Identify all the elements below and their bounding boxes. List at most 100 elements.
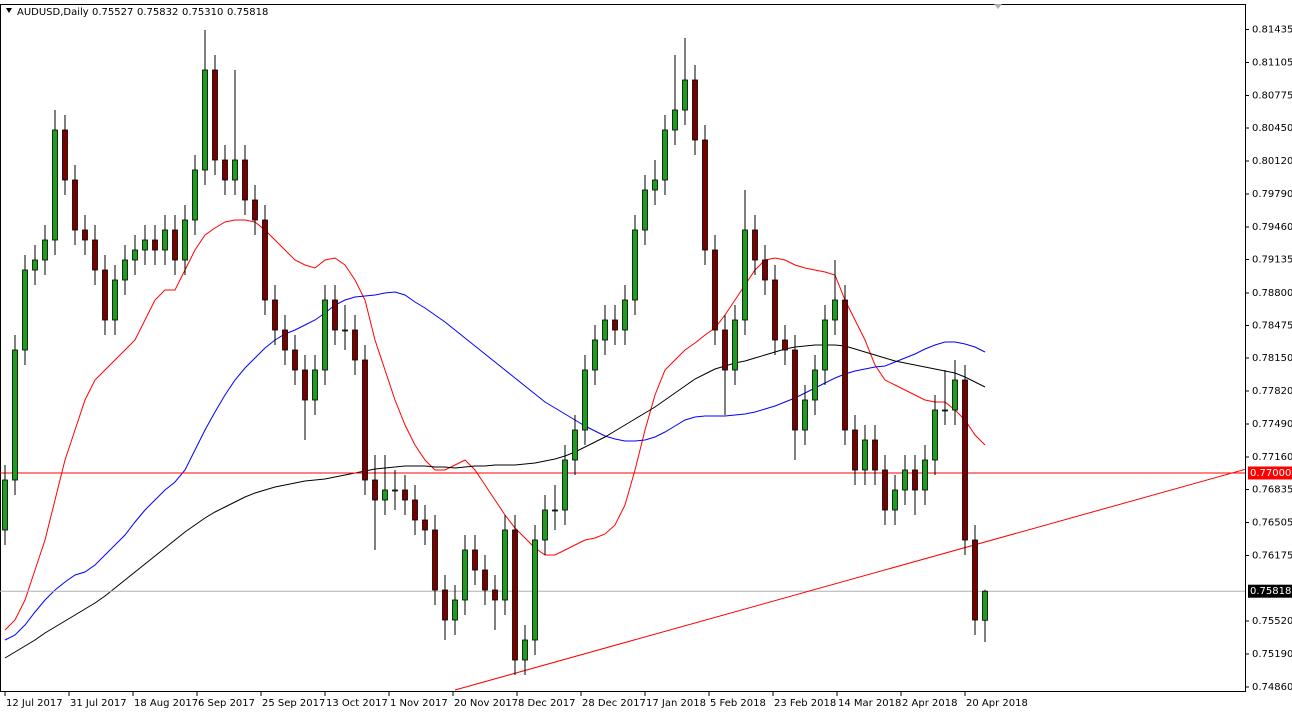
candle-body bbox=[892, 489, 898, 511]
y-tick-label: 0.76505 bbox=[1252, 518, 1292, 529]
candle-body bbox=[482, 569, 488, 591]
candle-body bbox=[932, 409, 938, 461]
candle-body bbox=[192, 169, 198, 221]
candle-body bbox=[12, 349, 18, 481]
candle-body bbox=[732, 319, 738, 371]
x-tick-label: 2 Apr 2018 bbox=[902, 698, 957, 709]
y-tick-label: 0.74860 bbox=[1252, 682, 1292, 693]
candle-body bbox=[402, 489, 408, 501]
candle-body bbox=[72, 179, 78, 231]
y-tick-label: 0.77160 bbox=[1252, 452, 1292, 463]
plot bbox=[0, 30, 1245, 691]
candle-body bbox=[312, 369, 318, 401]
candle-body bbox=[672, 109, 678, 131]
y-tick-label: 0.76175 bbox=[1252, 551, 1292, 562]
candle-body bbox=[922, 459, 928, 491]
candle-body bbox=[182, 219, 188, 261]
candle-body bbox=[692, 79, 698, 141]
y-tick-label: 0.79790 bbox=[1252, 189, 1292, 200]
candle-body bbox=[432, 529, 438, 591]
candle-body bbox=[462, 549, 468, 601]
candle-body bbox=[812, 369, 818, 401]
price-label: 0.75818 bbox=[1250, 586, 1291, 597]
y-tick-label: 0.80120 bbox=[1252, 156, 1292, 167]
candle-body bbox=[362, 359, 368, 481]
candle-body bbox=[782, 339, 788, 351]
ohlc-value: 0.75818 bbox=[227, 7, 268, 18]
x-tick-label: 20 Apr 2018 bbox=[966, 698, 1028, 709]
candle-body bbox=[522, 639, 528, 661]
candle-body bbox=[442, 589, 448, 621]
candle-body bbox=[252, 199, 258, 221]
moving-average bbox=[4, 344, 986, 659]
candle-body bbox=[982, 590, 988, 621]
candle-body bbox=[572, 429, 578, 461]
candle-body bbox=[802, 399, 808, 431]
candle-body bbox=[222, 159, 228, 181]
candle-body bbox=[652, 179, 658, 191]
candle-body bbox=[752, 229, 758, 261]
shift-marker bbox=[994, 4, 1002, 9]
candle-body bbox=[942, 409, 948, 412]
candle-body bbox=[642, 189, 648, 231]
y-tick-label: 0.80450 bbox=[1252, 123, 1292, 134]
candle-body bbox=[912, 469, 918, 491]
candle-body bbox=[292, 349, 298, 371]
candle-body bbox=[242, 159, 248, 201]
candle-body bbox=[772, 279, 778, 341]
candle-body bbox=[172, 229, 178, 261]
candle-body bbox=[762, 259, 768, 281]
price-label-box bbox=[1248, 584, 1292, 598]
candle-body bbox=[702, 139, 708, 251]
x-tick-label: 23 Feb 2018 bbox=[774, 698, 836, 709]
x-tick-label: 5 Feb 2018 bbox=[710, 698, 766, 709]
candle-body bbox=[382, 489, 388, 501]
candle-body bbox=[332, 299, 338, 331]
candle-body bbox=[352, 329, 358, 361]
candle-body bbox=[82, 229, 88, 241]
y-tick-label: 0.77490 bbox=[1252, 419, 1292, 430]
candle-body bbox=[2, 479, 8, 531]
candle-body bbox=[602, 319, 608, 341]
x-tick-label: 6 Sep 2017 bbox=[198, 698, 255, 709]
candle-body bbox=[232, 159, 238, 181]
y-tick-label: 0.79135 bbox=[1252, 255, 1292, 266]
candle-body bbox=[422, 519, 428, 531]
candle-body bbox=[822, 319, 828, 371]
x-tick-label: 18 Aug 2017 bbox=[134, 698, 198, 709]
candle-body bbox=[102, 269, 108, 321]
x-tick-label: 12 Jul 2017 bbox=[6, 698, 63, 709]
x-tick-label: 8 Dec 2017 bbox=[518, 698, 576, 709]
candle-body bbox=[532, 539, 538, 641]
candle-body bbox=[52, 129, 58, 241]
candle-body bbox=[272, 299, 278, 331]
candle-body bbox=[32, 259, 38, 271]
candle-body bbox=[212, 69, 218, 161]
candle-body bbox=[412, 499, 418, 521]
candle-body bbox=[582, 369, 588, 431]
candle-body bbox=[492, 589, 498, 601]
x-tick-label: 14 Mar 2018 bbox=[838, 698, 901, 709]
candle-body bbox=[612, 319, 618, 331]
candle-body bbox=[792, 349, 798, 431]
candle-body bbox=[862, 439, 868, 471]
candle-body bbox=[952, 379, 958, 411]
menu-arrow[interactable] bbox=[6, 8, 12, 13]
y-tick-label: 0.75190 bbox=[1252, 649, 1292, 660]
candle-body bbox=[662, 129, 668, 181]
x-tick-label: 25 Sep 2017 bbox=[262, 698, 325, 709]
candle-body bbox=[152, 239, 158, 251]
candle-body bbox=[452, 599, 458, 621]
ohlc-value: 0.75310 bbox=[182, 7, 223, 18]
candle-body bbox=[132, 249, 138, 261]
candle-body bbox=[112, 279, 118, 321]
ohlc-value: 0.75832 bbox=[137, 7, 178, 18]
y-tick-label: 0.77820 bbox=[1252, 386, 1292, 397]
candle-body bbox=[342, 329, 348, 332]
candle-body bbox=[622, 299, 628, 331]
level-label-box bbox=[1248, 466, 1292, 480]
x-tick-label: 31 Jul 2017 bbox=[70, 698, 127, 709]
candle-body bbox=[962, 379, 968, 541]
candle-body bbox=[562, 459, 568, 511]
